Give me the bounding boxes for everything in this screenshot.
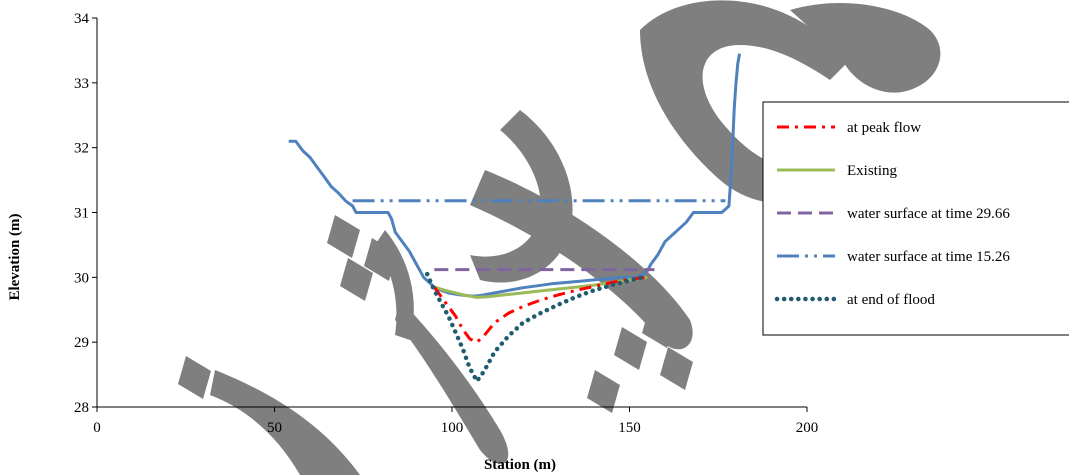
legend: at peak flow Existing water surface at tim… [762,101,1069,336]
legend-label: water surface at time 29.66 [847,206,1010,222]
y-tick-label: 29 [74,335,89,351]
legend-label: Existing [847,163,898,179]
axes: 28 29 30 31 32 33 34 0 50 100 150 200 [74,11,818,436]
series-line-at-peak-flow [433,275,648,344]
plot-area [288,53,742,384]
y-tick-label: 28 [74,400,89,416]
legend-label: water surface at time 15.26 [847,249,1010,265]
legend-label: at peak flow [847,120,921,136]
x-tick-label: 50 [267,420,282,436]
terrain-profile-line [288,53,742,298]
y-tick-label: 30 [74,270,89,286]
y-tick-label: 31 [74,206,89,222]
legend-box [762,101,1069,336]
x-tick-label: 150 [618,420,641,436]
x-tick-label: 0 [93,420,101,436]
y-tick-label: 34 [74,11,90,27]
x-tick-label: 100 [441,420,464,436]
x-tick-label: 200 [796,420,819,436]
watermark-logo [178,0,941,475]
y-axis-title: Elevation (m) [7,213,23,300]
legend-label: at end of flood [847,292,935,308]
legend-items: at peak flow Existing water surface at tim… [774,120,1010,308]
x-axis-title: Station (m) [484,457,556,473]
series-line-at-end-of-flood [424,271,650,384]
y-tick-label: 32 [74,141,89,157]
y-tick-label: 33 [74,76,89,92]
